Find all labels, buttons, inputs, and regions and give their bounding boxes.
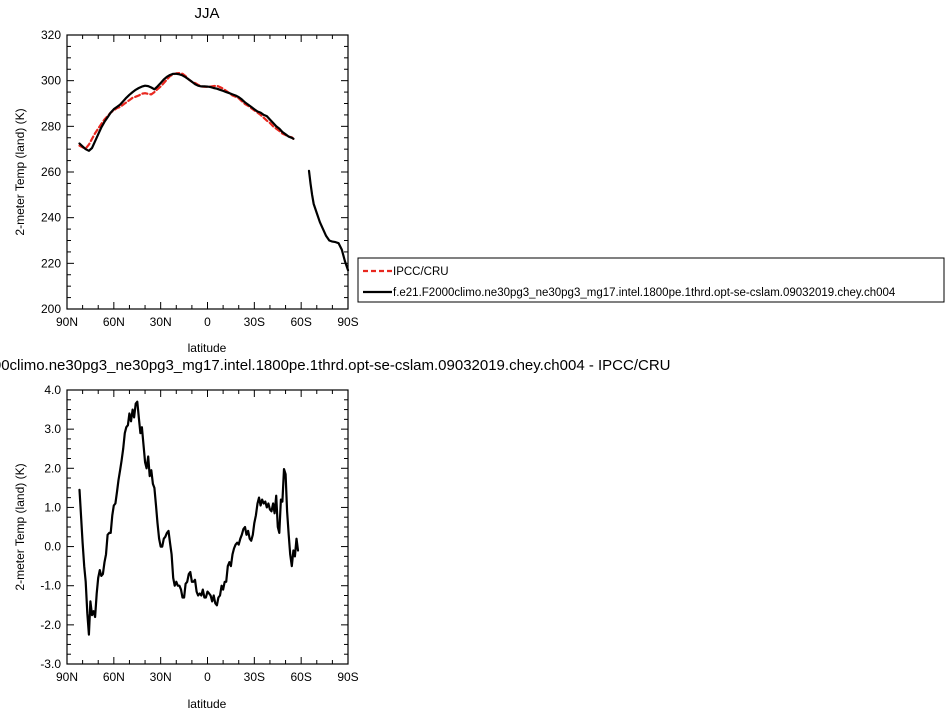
- top-y-tick-label: 280: [41, 119, 61, 133]
- top-y-tick-label: 260: [41, 165, 61, 179]
- bottom-series-layer: [78, 400, 300, 636]
- bottom-y-tick-label: 2.0: [44, 461, 61, 475]
- top-x-tick-label: 60N: [103, 315, 125, 329]
- top-series-layer: [78, 72, 350, 272]
- top-x-tick-label: 90N: [56, 315, 78, 329]
- top-x-tick-label: 90S: [337, 315, 358, 329]
- top-y-axis-label: 2-meter Temp (land) (K): [13, 108, 27, 235]
- bottom-y-axis-label: 2-meter Temp (land) (K): [13, 463, 27, 590]
- bottom-y-tick-label: -1.0: [40, 579, 61, 593]
- bottom-chart-title: f.e21.F2000climo.ne30pg3_ne30pg3_mg17.in…: [0, 357, 671, 374]
- legend-items: IPCC/CRU f.e21.F2000climo.ne30pg3_ne30pg3…: [363, 266, 896, 299]
- bottom-x-tick-label: 90S: [337, 670, 358, 684]
- top-y-tick-label: 300: [41, 74, 61, 88]
- bottom-x-tick-label: 30N: [150, 670, 172, 684]
- bottom-series-line-1: [78, 400, 300, 636]
- top-x-tick-label: 30S: [244, 315, 265, 329]
- top-axes: 90N 60N 30N 0 30S 60S 90S 200 220 240 260 280 300 320: [41, 28, 359, 329]
- top-x-tick-label: 0: [204, 315, 211, 329]
- bottom-y-tick-label: -3.0: [40, 657, 61, 671]
- bottom-y-tick-label: -2.0: [40, 618, 61, 632]
- top-y-tick-label: 320: [41, 28, 61, 42]
- bottom-x-tick-label: 30S: [244, 670, 265, 684]
- top-panel: JJA 90N 60N 30N 0 30S 60S 90S 200 220 240 260 280 30…: [13, 5, 359, 355]
- legend-label-1: IPCC/CRU: [393, 266, 449, 278]
- top-x-tick-label: 60S: [290, 315, 311, 329]
- bottom-x-tick-label: 60S: [290, 670, 311, 684]
- bottom-y-tick-label: 1.0: [44, 500, 61, 514]
- top-series-line-2-segment-1: [78, 72, 295, 152]
- bottom-x-tick-label: 90N: [56, 670, 78, 684]
- top-x-tick-label: 30N: [150, 315, 172, 329]
- bottom-y-tick-label: 0.0: [44, 540, 61, 554]
- top-y-tick-label: 240: [41, 211, 61, 225]
- legend-label-2: f.e21.F2000climo.ne30pg3_ne30pg3_mg17.in…: [393, 287, 896, 299]
- legend-box: [357, 257, 945, 303]
- bottom-y-tick-label: 4.0: [44, 383, 61, 397]
- bottom-panel: f.e21.F2000climo.ne30pg3_ne30pg3_mg17.in…: [0, 357, 671, 711]
- legend: IPCC/CRU f.e21.F2000climo.ne30pg3_ne30pg3…: [357, 257, 945, 303]
- bottom-y-tick-label: 3.0: [44, 422, 61, 436]
- top-x-axis-label: latitude: [188, 341, 227, 355]
- top-series-line-2-segment-2: [307, 169, 350, 272]
- top-y-tick-label: 220: [41, 256, 61, 270]
- top-plot-frame: [66, 34, 349, 310]
- bottom-x-tick-label: 0: [204, 670, 211, 684]
- bottom-axes: 90N 60N 30N 0 30S 60S 90S -3.0 -2.0 -1.0 0.0 1.0 2.0…: [40, 383, 358, 684]
- top-y-tick-label: 200: [41, 302, 61, 316]
- bottom-plot-frame: [66, 389, 349, 665]
- bottom-x-tick-label: 60N: [103, 670, 125, 684]
- top-chart-title: JJA: [194, 5, 219, 22]
- bottom-x-axis-label: latitude: [188, 697, 227, 711]
